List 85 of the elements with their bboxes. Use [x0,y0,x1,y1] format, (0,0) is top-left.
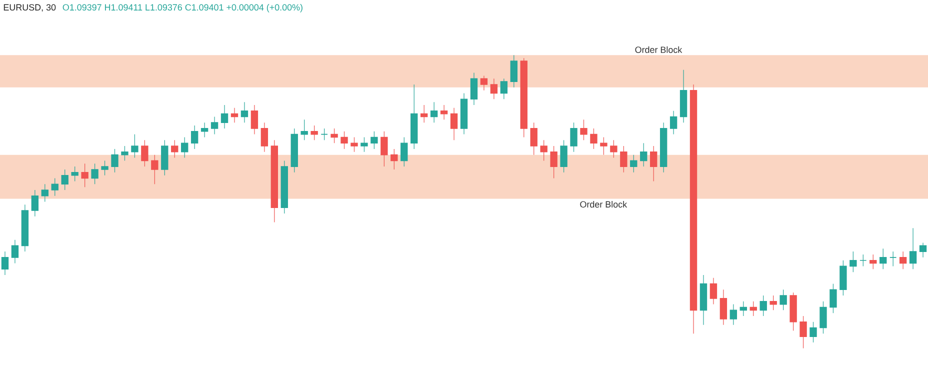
candlestick [580,119,588,140]
candlestick [780,289,787,310]
candlestick [310,125,318,140]
candlestick [320,128,328,140]
candlestick [800,316,807,349]
candlestick [760,295,767,316]
candlestick [750,301,757,316]
candlestick [350,136,358,152]
candlestick [370,131,378,150]
candlestick [260,122,268,152]
candlestick [810,322,817,343]
candlestick [420,104,428,123]
candlestick [600,136,608,156]
candlestick [880,248,887,270]
candlestick [171,140,178,158]
candlestick [490,78,498,100]
candlestick [500,78,508,100]
candlestick [450,108,458,140]
candlestick [590,128,598,150]
candlestick [650,146,658,182]
candlestick [470,72,478,106]
candlestick [71,166,78,182]
candlestick [850,251,857,272]
candlestick [740,301,747,316]
chart-subtitle: O1.09397 H1.09411 L1.09376 C1.09401 +0.00004 (+0.00%) [62,4,302,12]
candlestick [210,116,218,135]
candlestick [530,122,538,156]
candlestick [889,251,897,267]
candlestick [480,75,488,91]
candlestick [610,140,618,158]
candlestick [870,254,877,270]
candlestick [899,251,907,270]
candlestick [51,178,58,196]
candlestick [550,146,558,179]
candlestick [330,128,338,144]
candlestick [860,254,867,267]
candlestick [161,140,168,176]
candlestick [300,119,308,140]
candlestick [181,136,188,158]
candlestick [81,163,88,188]
candlestick [240,102,248,123]
candlestick [390,148,398,170]
candlestick [131,134,138,158]
candlestick [250,104,258,135]
candlestick [11,240,19,264]
candlestick [670,110,678,135]
candlestick [151,154,158,184]
candlestick [111,148,118,173]
candlestick [730,304,738,326]
candlestick [570,122,578,152]
candlestick [430,102,438,123]
candlestick [630,154,638,173]
candlestick [840,260,847,296]
candlestick [190,125,198,150]
candlestick [820,301,827,334]
candlestick [91,163,98,184]
candlestick [560,140,568,173]
candlestick [640,142,648,167]
candlestick [710,278,718,305]
band-label: Order Block [580,200,628,208]
candlestick [31,190,39,217]
candlestick [919,242,927,258]
candlestick [61,169,68,190]
candlestick [540,140,548,161]
candlestick [230,108,238,123]
candlestick [720,289,728,326]
candlestick [1,251,9,276]
candlestick [101,160,108,176]
candlestick [510,54,518,88]
candlestick [440,104,448,120]
candlestick [380,131,388,167]
candlestick [121,146,128,161]
candlestick [141,140,148,167]
candlestick [200,122,208,138]
candlestick [340,131,348,150]
chart-title: EURUSD, 30 [4,4,56,12]
candlestick [830,283,837,314]
candlestick [770,295,777,310]
candlestick [620,146,628,173]
candlestick [41,184,48,202]
candlestick [400,136,408,167]
candlestick [360,136,368,152]
candlestick [909,228,917,270]
band-label: Order Block [635,46,682,53]
candlestick [220,104,228,129]
